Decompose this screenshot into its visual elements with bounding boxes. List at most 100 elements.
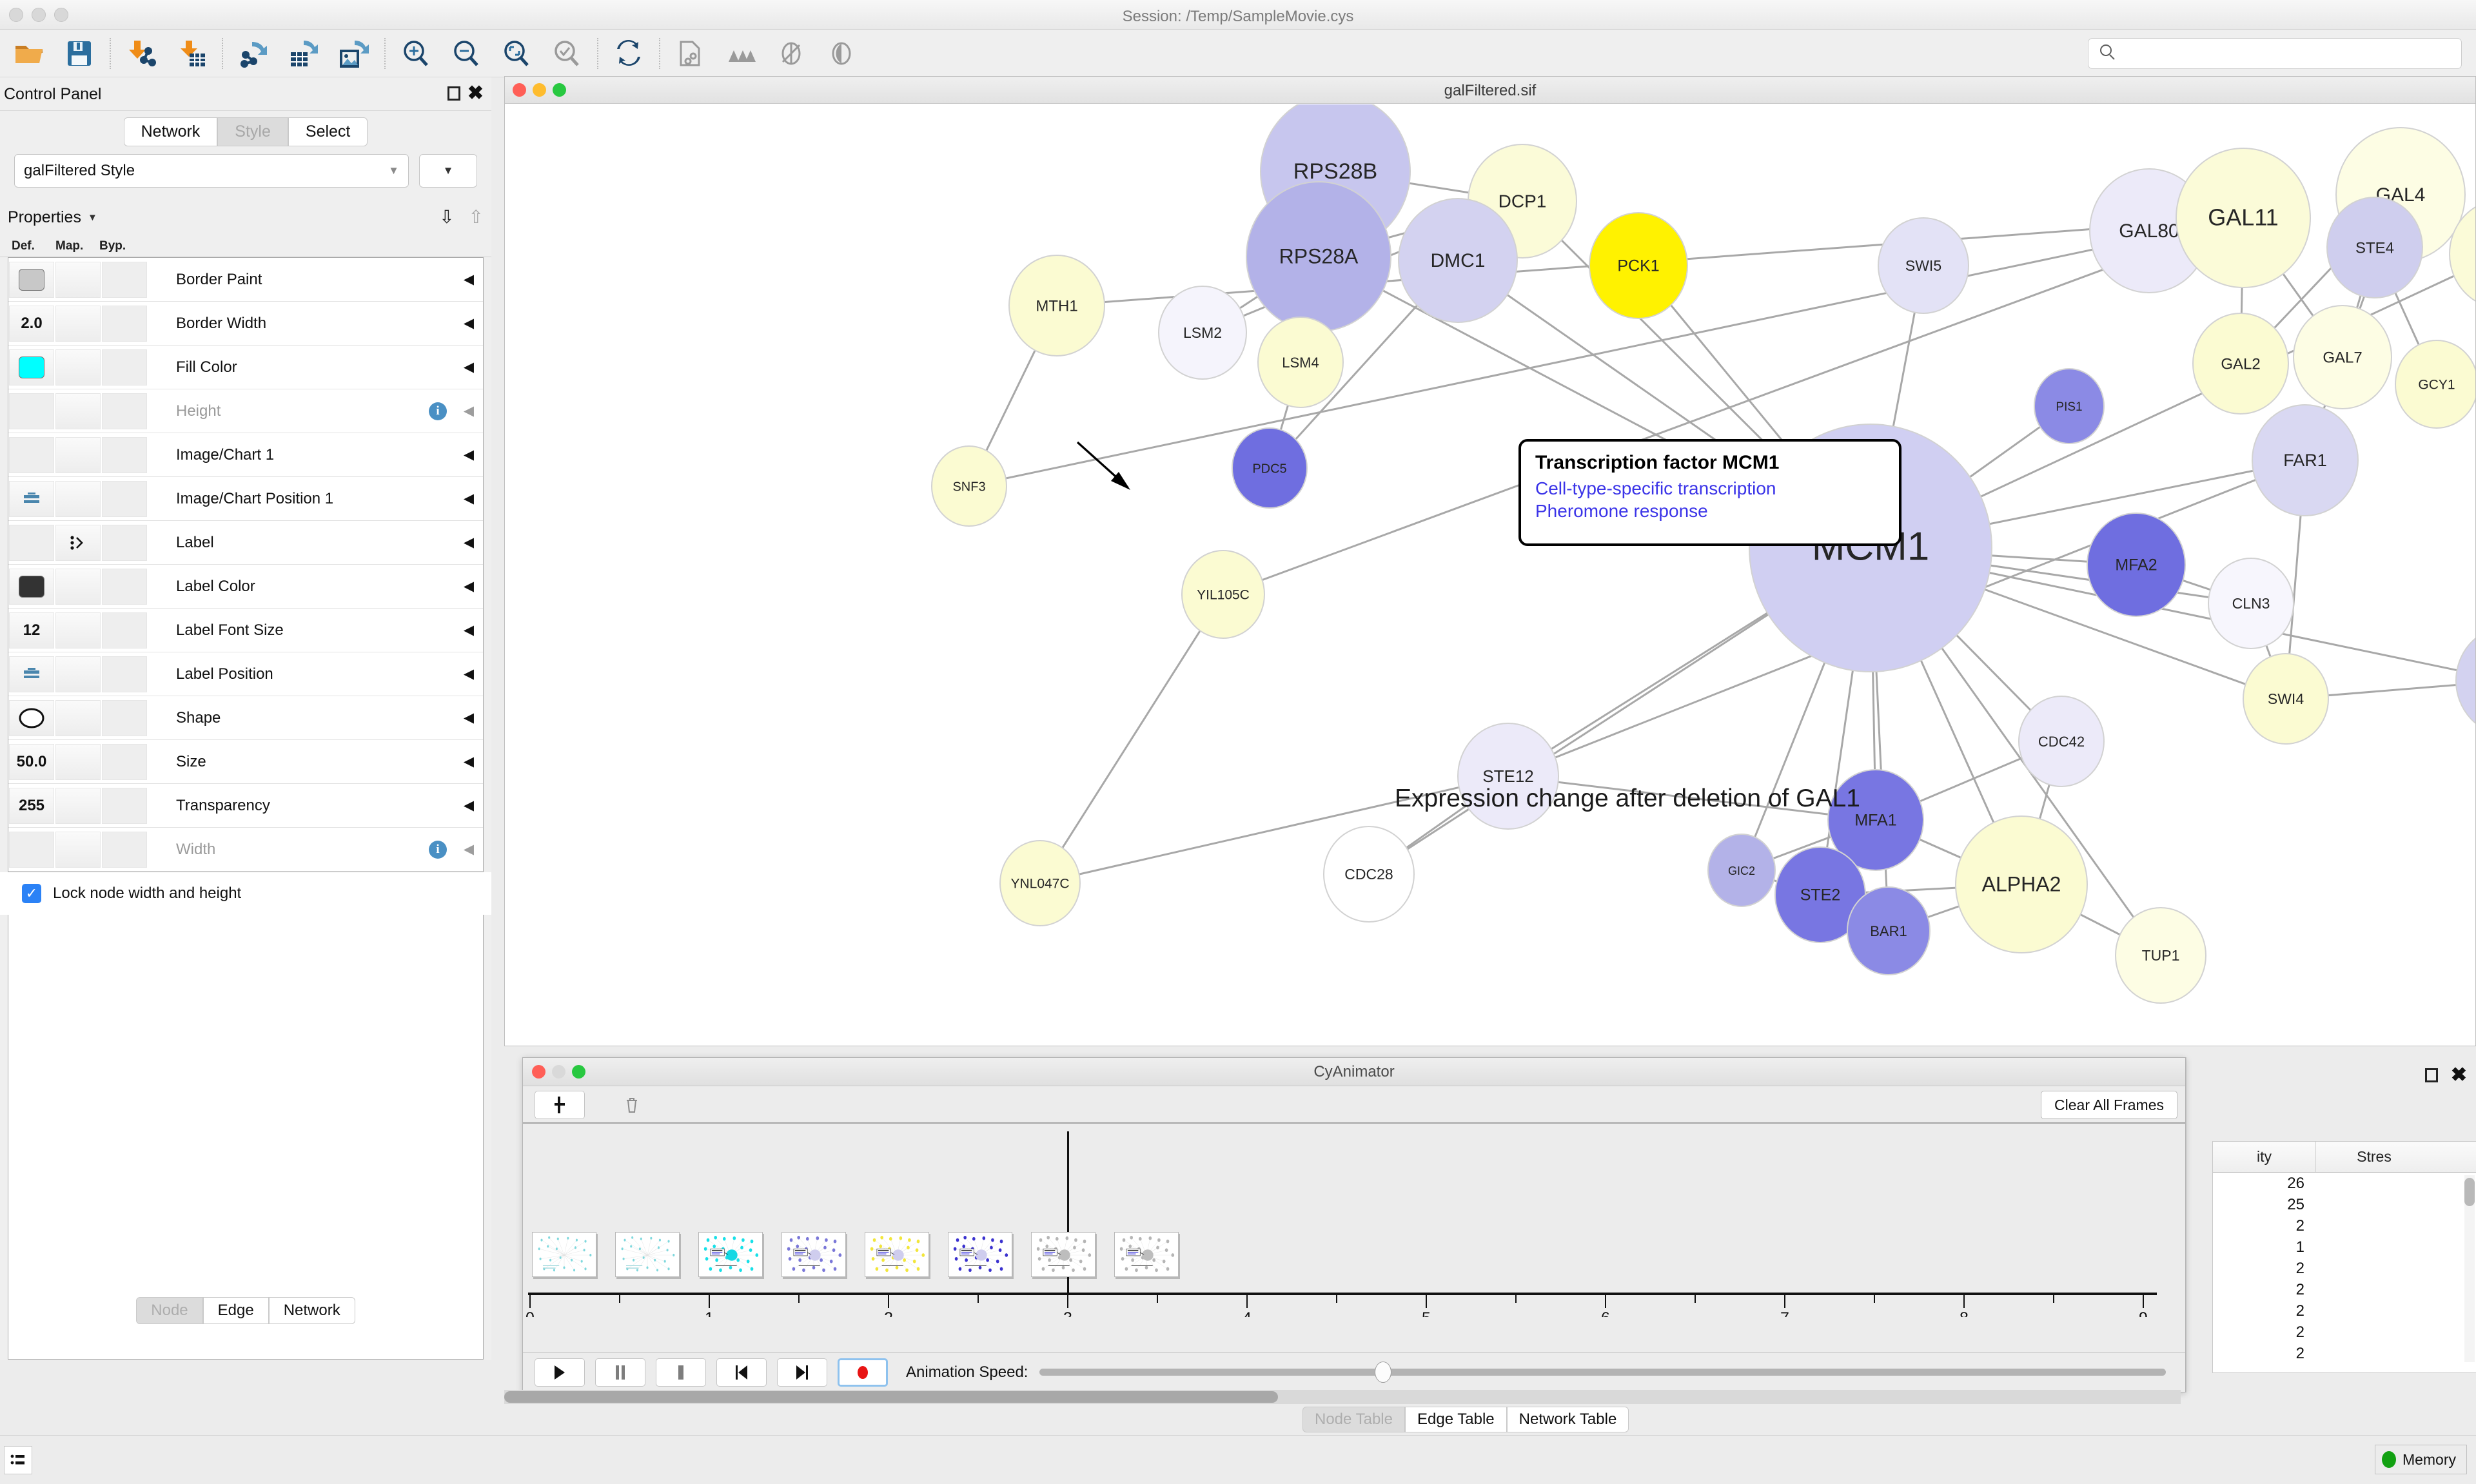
import-network-icon[interactable] [116,30,166,77]
chevron-down-icon[interactable]: ▼ [87,211,97,223]
property-default-cell[interactable] [9,524,54,561]
tab-select[interactable]: Select [288,117,368,146]
node-shape[interactable] [1008,255,1105,356]
skip-back-button[interactable] [716,1358,767,1387]
node-shape[interactable] [1589,212,1688,319]
table-row[interactable]: 2 [2213,1300,2476,1322]
property-row[interactable]: Shape ◀ [8,696,483,740]
property-mapping-cell[interactable] [55,612,101,649]
tab-style[interactable]: Style [217,117,288,146]
stop-button[interactable] [656,1358,706,1387]
property-mapping-cell[interactable] [55,305,101,342]
network-node[interactable]: ALPHA2 [1955,815,2088,953]
timeline-frame[interactable] [1031,1232,1096,1277]
network-edge[interactable] [1039,775,1509,884]
network-node[interactable]: GIC2 [1707,834,1776,907]
maximize-window-button[interactable] [54,8,68,22]
network-edge[interactable] [1508,775,1876,821]
property-row[interactable]: Height i ◀ [8,389,483,433]
network-node[interactable]: GCY1 [2395,340,2475,429]
network-node[interactable]: GAL11 [2176,148,2311,288]
expand-property-arrow[interactable]: ◀ [463,754,475,769]
lock-node-size-row[interactable]: ✓ Lock node width and height [0,872,491,915]
property-row[interactable]: Label Color ◀ [8,565,483,609]
node-shape[interactable] [2326,197,2423,298]
property-row[interactable]: Image/Chart Position 1 ◀ [8,477,483,521]
property-default-cell[interactable] [9,436,54,473]
property-mapping-cell[interactable] [55,261,101,298]
timeline-frame[interactable] [781,1232,846,1277]
property-bypass-cell[interactable] [102,480,147,517]
node-shape[interactable] [2455,627,2475,735]
property-bypass-cell[interactable] [102,699,147,736]
property-bypass-cell[interactable] [102,393,147,429]
timeline-playhead[interactable] [1067,1131,1069,1295]
table-row[interactable]: 26 [2213,1173,2476,1194]
timeline-frame[interactable] [948,1232,1012,1277]
network-node[interactable]: SNF3 [931,445,1007,527]
node-shape[interactable] [1257,317,1344,408]
node-shape[interactable] [1232,427,1308,509]
close-icon[interactable]: ✖ [467,83,484,104]
property-default-cell[interactable]: 12 [9,612,54,649]
minimize-window-button[interactable] [533,83,546,97]
expand-property-arrow[interactable]: ◀ [463,623,475,638]
zoom-fit-icon[interactable] [491,30,542,77]
column-header-betweenness[interactable]: ity [2213,1142,2316,1172]
node-shape[interactable] [1955,815,2088,953]
property-row[interactable]: Border Paint ◀ [8,258,483,302]
property-default-cell[interactable] [9,261,54,298]
close-icon[interactable]: ✖ [2450,1064,2467,1086]
property-bypass-cell[interactable] [102,787,147,824]
property-mapping-cell[interactable] [55,656,101,692]
network-node[interactable]: LSM4 [1257,317,1344,408]
add-frame-button[interactable] [535,1091,585,1119]
info-icon[interactable]: i [429,840,447,859]
node-shape[interactable] [1398,198,1518,323]
network-edge[interactable] [968,217,2244,487]
node-shape[interactable] [2449,200,2475,308]
collapse-all-icon[interactable]: ⇧ [468,207,484,227]
search-box[interactable] [2088,38,2462,69]
property-row[interactable]: Label Position ◀ [8,652,483,696]
color-swatch[interactable] [19,575,44,598]
hide-icon[interactable] [766,30,816,77]
node-shape[interactable] [2192,313,2289,415]
import-table-icon[interactable] [166,30,217,77]
property-mapping-cell[interactable] [55,743,101,780]
property-mapping-cell[interactable] [55,699,101,736]
zoom-selected-icon[interactable] [542,30,592,77]
color-swatch[interactable] [19,268,44,291]
style-select[interactable]: galFiltered Style ▼ [14,154,409,188]
network-node[interactable]: GAL2 [2192,313,2289,415]
network-node[interactable]: SWI4 [2243,653,2329,745]
lock-node-size-checkbox[interactable]: ✓ [22,884,41,903]
property-default-cell[interactable] [9,349,54,386]
property-row[interactable]: 255 Transparency ◀ [8,784,483,828]
property-bypass-cell[interactable] [102,656,147,692]
network-node[interactable]: TUP1 [2115,907,2206,1004]
property-mapping-cell[interactable] [55,480,101,517]
property-row[interactable]: Width i ◀ [8,828,483,872]
refresh-icon[interactable] [604,30,654,77]
node-shape[interactable] [1847,886,1931,975]
property-mapping-cell[interactable] [55,787,101,824]
new-network-icon[interactable] [665,30,716,77]
table-row[interactable]: 2 [2213,1322,2476,1343]
property-bypass-cell[interactable] [102,568,147,605]
network-node[interactable]: GAL7 [2293,305,2392,409]
network-node[interactable]: LSM2 [1158,286,1247,380]
property-bypass-cell[interactable] [102,831,147,868]
network-node[interactable]: SWI5 [1878,217,1969,314]
style-options-menu-button[interactable]: ▼ [419,154,477,188]
property-bypass-cell[interactable] [102,743,147,780]
property-row[interactable]: Label ◀ [8,521,483,565]
node-shape[interactable] [931,445,1007,527]
network-node[interactable]: MFA2 [2087,513,2186,617]
property-row[interactable]: Image/Chart 1 ◀ [8,433,483,477]
table-row[interactable]: 2 [2213,1343,2476,1364]
tab-node-table[interactable]: Node Table [1302,1407,1405,1432]
timeline-frame[interactable] [532,1232,596,1277]
task-list-icon[interactable] [4,1446,32,1474]
node-shape[interactable] [1707,834,1776,907]
